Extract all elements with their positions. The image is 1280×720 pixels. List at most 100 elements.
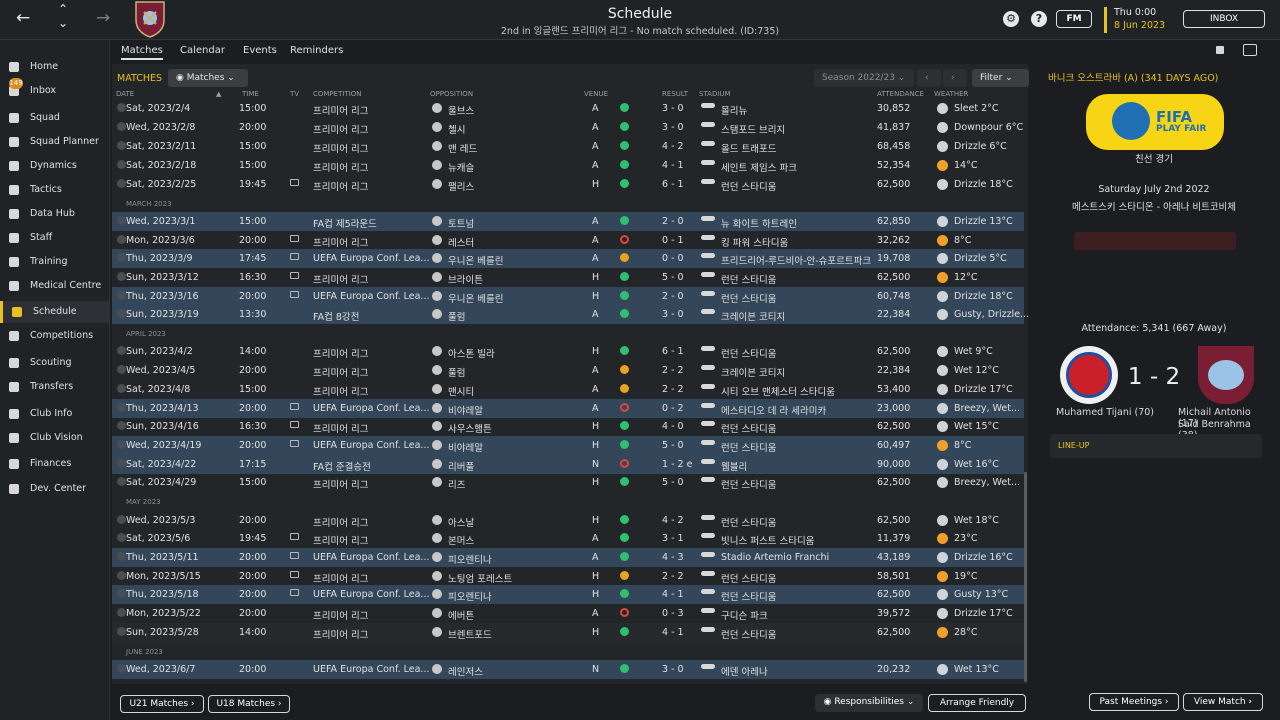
- stadium-name[interactable]: 런던 스타디움: [721, 424, 777, 435]
- opponent-name[interactable]: 리버풀: [448, 462, 475, 473]
- stadium-name[interactable]: 프리드리어-루드비아-안-슈포르트파크: [721, 256, 872, 267]
- table-row[interactable]: Thu, 2023/5/18 20:00 UEFA Europa Conf. Lea…: [112, 585, 1024, 604]
- table-row[interactable]: Mon, 2023/5/15 20:00 프리미어 리그 노팅엄 포레스트 H 2 - 2…: [112, 567, 1024, 586]
- help-icon[interactable]: ?: [1031, 11, 1047, 27]
- sidebar-item-schedule[interactable]: Schedule: [0, 301, 110, 323]
- matches-dropdown[interactable]: ◉ Matches ⌄: [168, 69, 248, 87]
- opponent-name[interactable]: 맨 레드: [448, 144, 478, 155]
- col-time[interactable]: TIME: [242, 90, 259, 98]
- current-date[interactable]: 8 Jun 2023: [1114, 20, 1166, 31]
- sidebar-item-club-info[interactable]: Club Info: [0, 403, 110, 425]
- stadium-name[interactable]: 몰리뉴: [721, 106, 748, 117]
- table-row[interactable]: Sat, 2023/2/4 15:00 프리미어 리그 울브스 A 3 - 0 몰리뉴 30,…: [112, 99, 1024, 118]
- table-row[interactable]: Sat, 2023/2/18 15:00 프리미어 리그 뉴캐슬 A 4 - 1 세인트 제…: [112, 156, 1024, 175]
- sidebar-item-transfers[interactable]: Transfers: [0, 376, 110, 398]
- opponent-name[interactable]: 비야레알: [448, 406, 483, 417]
- stadium-name[interactable]: 런던 스타디움: [721, 630, 777, 641]
- sidebar-item-dynamics[interactable]: Dynamics: [0, 155, 110, 177]
- u18-matches-button[interactable]: U18 Matches ›: [208, 695, 290, 713]
- stadium-name[interactable]: 런던 스타디움: [721, 443, 777, 454]
- table-row[interactable]: Wed, 2023/4/5 20:00 프리미어 리그 풀럼 A 2 - 2 크레이븐 코티…: [112, 361, 1024, 380]
- competition-name[interactable]: 프리미어 리그: [313, 574, 369, 585]
- match-score[interactable]: 3 - 1: [662, 533, 684, 544]
- table-row[interactable]: Sun, 2023/5/28 14:00 프리미어 리그 브렌트포드 H 4 - 1 런던 …: [112, 623, 1024, 642]
- tab-matches[interactable]: Matches: [121, 45, 163, 60]
- tab-events[interactable]: Events: [243, 45, 277, 56]
- sidebar-item-club-vision[interactable]: Club Vision: [0, 427, 110, 449]
- match-score[interactable]: 0 - 0: [662, 253, 684, 264]
- competition-name[interactable]: 프리미어 리그: [313, 163, 369, 174]
- scrollbar[interactable]: [1024, 472, 1027, 682]
- sidebar-item-dev-center[interactable]: Dev. Center: [0, 478, 110, 500]
- col-date[interactable]: DATE: [116, 90, 135, 98]
- table-row[interactable]: Sat, 2023/4/22 17:15 FA컵 준결승전 리버풀 N 1 - 2 e 웸블…: [112, 455, 1024, 474]
- opponent-name[interactable]: 울브스: [448, 106, 475, 117]
- display-icon[interactable]: [1243, 44, 1257, 56]
- next-season-button[interactable]: ›: [943, 69, 967, 87]
- stadium-name[interactable]: 킹 파워 스타디움: [721, 238, 789, 249]
- competition-name[interactable]: 프리미어 리그: [313, 387, 369, 398]
- table-row[interactable]: Mon, 2023/3/6 20:00 프리미어 리그 레스터 A 0 - 1 킹 파워 스…: [112, 231, 1024, 250]
- opponent-name[interactable]: 리즈: [448, 480, 466, 491]
- match-score[interactable]: 0 - 3: [662, 608, 684, 619]
- stadium-name[interactable]: 런던 스타디움: [721, 574, 777, 585]
- col-stadium[interactable]: STADIUM: [699, 90, 731, 98]
- stadium-name[interactable]: 에스타디오 데 라 세라미카: [721, 406, 827, 417]
- table-row[interactable]: Wed, 2023/3/1 15:00 FA컵 제5라운드 토트넘 A 2 - 0 뉴 화이…: [112, 212, 1024, 231]
- stadium-name[interactable]: 에덴 아레나: [721, 667, 768, 678]
- stadium-name[interactable]: 런던 스타디움: [721, 349, 777, 360]
- opponent-name[interactable]: 아스날: [448, 518, 475, 529]
- competition-name[interactable]: UEFA Europa Conf. Lea...: [313, 440, 430, 451]
- competition-name[interactable]: UEFA Europa Conf. Lea...: [313, 253, 430, 264]
- table-row[interactable]: Wed, 2023/2/8 20:00 프리미어 리그 첼시 A 3 - 0 스탬포드 브리…: [112, 118, 1024, 137]
- responsibilities-button[interactable]: ◉ Responsibilities ⌄: [815, 694, 923, 712]
- match-score[interactable]: 3 - 0: [662, 122, 684, 133]
- match-score[interactable]: 5 - 0: [662, 440, 684, 451]
- competition-name[interactable]: 프리미어 리그: [313, 630, 369, 641]
- sidebar-item-squad[interactable]: Squad: [0, 107, 110, 129]
- col-tv[interactable]: TV: [290, 90, 300, 98]
- opponent-name[interactable]: 레인저스: [448, 667, 483, 678]
- forward-icon[interactable]: →: [96, 8, 111, 28]
- competition-name[interactable]: 프리미어 리그: [313, 106, 369, 117]
- up-icon[interactable]: ⌃: [58, 2, 69, 16]
- competition-name[interactable]: FA컵 8강전: [313, 312, 360, 323]
- down-icon[interactable]: ⌄: [58, 16, 69, 30]
- arrange-friendly-button[interactable]: Arrange Friendly: [928, 694, 1026, 712]
- stadium-name[interactable]: 뉴 화이트 하트레인: [721, 219, 797, 230]
- match-score[interactable]: 0 - 1: [662, 235, 684, 246]
- back-icon[interactable]: ←: [16, 8, 31, 28]
- competition-name[interactable]: UEFA Europa Conf. Lea...: [313, 589, 430, 600]
- stadium-name[interactable]: 런던 스타디움: [721, 592, 777, 603]
- match-score[interactable]: 4 - 1: [662, 589, 684, 600]
- match-score[interactable]: 4 - 1: [662, 627, 684, 638]
- competition-name[interactable]: 프리미어 리그: [313, 182, 369, 193]
- table-row[interactable]: Thu, 2023/3/9 17:45 UEFA Europa Conf. Lea.…: [112, 249, 1024, 268]
- match-score[interactable]: 5 - 0: [662, 272, 684, 283]
- stadium-name[interactable]: 빗니스 퍼스트 스타디움: [721, 536, 815, 547]
- match-score[interactable]: 3 - 0: [662, 309, 684, 320]
- match-score[interactable]: 1 - 2 e: [662, 459, 693, 470]
- competition-name[interactable]: 프리미어 리그: [313, 349, 369, 360]
- table-row[interactable]: Thu, 2023/5/11 20:00 UEFA Europa Conf. Lea…: [112, 548, 1024, 567]
- table-row[interactable]: Wed, 2023/4/19 20:00 UEFA Europa Conf. Lea…: [112, 436, 1024, 455]
- col-weather[interactable]: WEATHER: [934, 90, 969, 98]
- stadium-name[interactable]: 웸블리: [721, 462, 748, 473]
- view-match-button[interactable]: View Match ›: [1183, 693, 1263, 711]
- table-row[interactable]: Sat, 2023/5/6 19:45 프리미어 리그 본머스 A 3 - 1 빗니스 퍼스…: [112, 529, 1024, 548]
- competition-name[interactable]: FA컵 제5라운드: [313, 219, 377, 230]
- competition-name[interactable]: UEFA Europa Conf. Lea...: [313, 291, 430, 302]
- col-venue[interactable]: VENUE: [584, 90, 608, 98]
- competition-name[interactable]: UEFA Europa Conf. Lea...: [313, 403, 430, 414]
- competition-name[interactable]: UEFA Europa Conf. Lea...: [313, 552, 430, 563]
- u21-matches-button[interactable]: U21 Matches ›: [120, 695, 204, 713]
- fm-button[interactable]: FM: [1056, 10, 1092, 28]
- away-team-crest-icon[interactable]: [1198, 346, 1254, 404]
- opponent-name[interactable]: 비야레알: [448, 443, 483, 454]
- match-score[interactable]: 4 - 2: [662, 141, 684, 152]
- table-row[interactable]: Sun, 2023/3/19 13:30 FA컵 8강전 풀럼 A 3 - 0 크레이븐 코…: [112, 305, 1029, 324]
- inbox-button[interactable]: INBOX: [1183, 10, 1265, 28]
- stadium-name[interactable]: 크레이븐 코티지: [721, 368, 786, 379]
- prev-season-button[interactable]: ‹: [917, 69, 941, 87]
- opponent-name[interactable]: 피오렌티나: [448, 555, 492, 566]
